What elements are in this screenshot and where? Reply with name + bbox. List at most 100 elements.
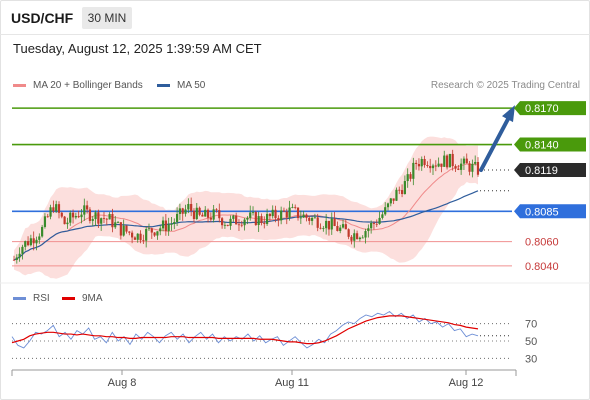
candle-body bbox=[237, 224, 241, 226]
candle-body bbox=[299, 217, 302, 219]
timeframe-button[interactable]: 30 MIN bbox=[82, 7, 132, 29]
candle-body bbox=[94, 212, 97, 220]
candle-body bbox=[26, 241, 30, 246]
candle-body bbox=[310, 217, 314, 221]
rsi-tick-label: 30 bbox=[525, 353, 537, 365]
candle-body bbox=[167, 224, 170, 231]
candle-body bbox=[448, 153, 451, 168]
candle-body bbox=[426, 165, 429, 166]
candle-body bbox=[212, 209, 215, 220]
candle-body bbox=[423, 158, 426, 166]
candle-body bbox=[18, 253, 21, 258]
candle-body bbox=[142, 240, 145, 242]
research-credit: Research © 2025 Trading Central bbox=[430, 80, 580, 91]
candle-body bbox=[240, 224, 243, 226]
candle-body bbox=[218, 210, 221, 219]
legend-ma20-label: MA 20 + Bollinger Bands bbox=[33, 80, 143, 91]
candle-body bbox=[159, 228, 162, 232]
rsi-9ma-line bbox=[11, 315, 479, 345]
legend-ma20: MA 20 + Bollinger Bands bbox=[13, 80, 143, 91]
candle-body bbox=[246, 217, 249, 220]
candle-body bbox=[395, 189, 398, 201]
candle-body bbox=[206, 209, 210, 218]
chart-datetime: Tuesday, August 12, 2025 1:39:59 AM CET bbox=[13, 41, 262, 56]
candle-body bbox=[254, 212, 257, 225]
candle-body bbox=[176, 213, 179, 222]
candle-body bbox=[41, 226, 44, 237]
candle-body bbox=[347, 229, 350, 237]
price-label-text: 0.8060 bbox=[525, 237, 559, 249]
candle-body bbox=[384, 207, 387, 215]
candle-body bbox=[364, 231, 367, 238]
header-divider bbox=[0, 34, 590, 35]
candle-body bbox=[198, 207, 201, 215]
candle-body bbox=[226, 224, 229, 226]
candle-body bbox=[476, 161, 480, 175]
candle-body bbox=[21, 246, 24, 254]
price-label-tag bbox=[514, 137, 586, 152]
candle-body bbox=[409, 174, 412, 179]
legend-rsi-label: RSI bbox=[33, 293, 50, 304]
price-label-text: 0.8119 bbox=[525, 165, 558, 177]
candle-body bbox=[420, 158, 423, 167]
candle-body bbox=[88, 209, 92, 221]
candle-body bbox=[440, 163, 443, 167]
candle-body bbox=[381, 214, 384, 218]
rsi-tick-label: 50 bbox=[525, 336, 537, 348]
candle-body bbox=[220, 218, 224, 226]
candle-body bbox=[288, 207, 291, 218]
candle-body bbox=[403, 181, 406, 195]
candle-body bbox=[181, 208, 184, 214]
candle-body bbox=[353, 233, 356, 241]
candle-body bbox=[398, 189, 401, 191]
legend-ma50-label: MA 50 bbox=[177, 80, 206, 91]
candle-body bbox=[108, 213, 111, 220]
price-label-0.8119: 0.8119 bbox=[514, 163, 586, 178]
candle-body bbox=[271, 209, 274, 217]
candle-body bbox=[133, 237, 137, 240]
candle-body bbox=[204, 209, 207, 217]
price-label-text: 0.8140 bbox=[525, 140, 559, 152]
candle-body bbox=[319, 227, 322, 229]
rsi-tick-label: 70 bbox=[525, 319, 537, 331]
price-label-0.8085: 0.8085 bbox=[514, 204, 586, 219]
forecast-arrow-shaft bbox=[479, 115, 511, 173]
candle-body bbox=[55, 204, 58, 212]
candles-group bbox=[12, 149, 480, 264]
candle-body bbox=[265, 213, 269, 224]
time-axis-label: Aug 8 bbox=[108, 377, 137, 389]
candle-body bbox=[102, 218, 106, 219]
candle-body bbox=[344, 224, 347, 230]
candle-body bbox=[282, 210, 286, 212]
candle-body bbox=[187, 203, 190, 210]
candle-body bbox=[350, 236, 353, 241]
bollinger-band bbox=[14, 136, 478, 279]
candle-body bbox=[38, 236, 41, 240]
candle-body bbox=[468, 163, 471, 172]
candle-body bbox=[294, 206, 297, 208]
candle-body bbox=[471, 163, 474, 172]
candle-body bbox=[119, 222, 122, 236]
candle-body bbox=[63, 216, 66, 225]
ma50-swatch bbox=[157, 84, 170, 87]
candle-body bbox=[325, 220, 328, 229]
candle-body bbox=[249, 212, 252, 218]
candle-body bbox=[215, 209, 218, 211]
candle-body bbox=[274, 209, 277, 219]
candle-body bbox=[91, 219, 94, 221]
candle-body bbox=[243, 219, 246, 226]
price-label-tag bbox=[514, 204, 586, 219]
candle-body bbox=[454, 166, 457, 169]
candle-body bbox=[170, 224, 173, 225]
candle-body bbox=[443, 155, 446, 167]
candle-body bbox=[263, 223, 266, 224]
rsi-swatch bbox=[13, 297, 26, 300]
rsi-line bbox=[11, 310, 479, 349]
candle-body bbox=[465, 158, 468, 164]
candle-body bbox=[15, 257, 18, 260]
candle-body bbox=[474, 161, 477, 164]
candle-body bbox=[370, 223, 373, 229]
candle-body bbox=[451, 153, 454, 167]
candle-body bbox=[223, 224, 227, 226]
